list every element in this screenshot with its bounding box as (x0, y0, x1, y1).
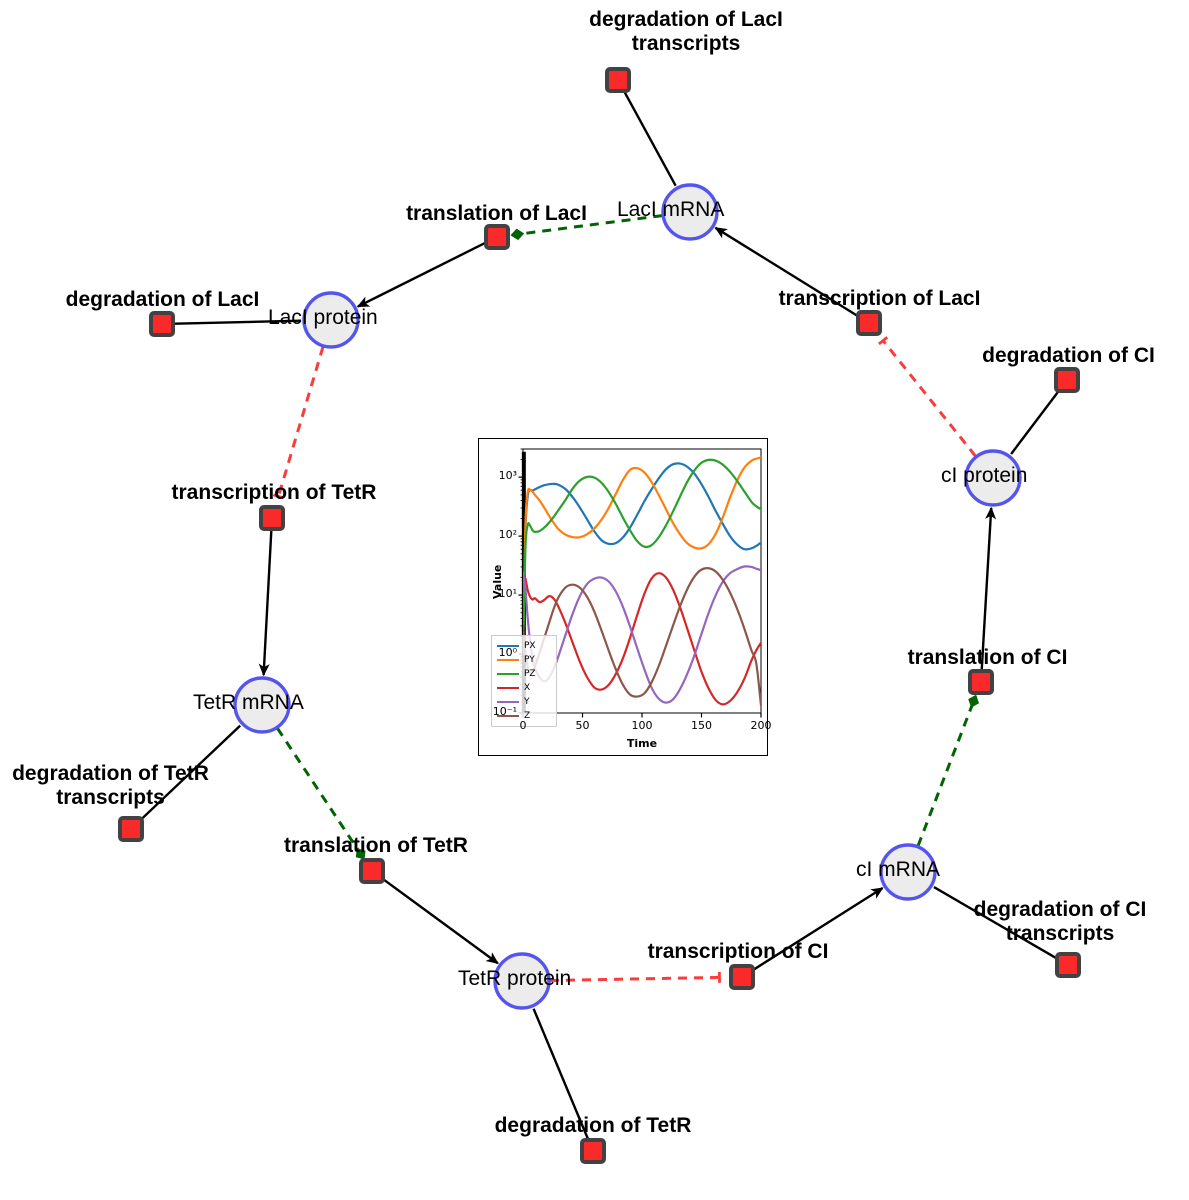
species-label-tetr_protein: TetR protein (458, 967, 572, 990)
reaction-label-deg_tetr_tx: degradation of TetR transcripts (12, 762, 209, 809)
legend-label-PY: PY (524, 655, 535, 665)
chart-series-PY (523, 456, 761, 656)
chart-series-PX (523, 462, 761, 656)
species-label-laci_protein: LacI protein (268, 306, 378, 329)
chart-y-tick: 10³ (498, 469, 517, 483)
reaction-node-deg_tetr_tx[interactable] (118, 816, 144, 842)
reaction-node-deg_ci_tx[interactable] (1055, 952, 1081, 978)
species-label-ci_mrna: cI mRNA (856, 858, 940, 881)
chart-x-tick: 150 (691, 719, 712, 732)
chart-legend: PX PY PZ X Y Z (491, 635, 557, 727)
edge-activation (916, 694, 980, 847)
legend-swatch-PX (497, 645, 519, 647)
edge-substrate (623, 90, 677, 187)
edge-product (258, 530, 273, 677)
chart-x-tick: 50 (575, 719, 590, 732)
node-layer (118, 67, 1081, 1164)
edge-layer (139, 90, 1061, 1140)
species-node-ci_mrna[interactable] (879, 843, 937, 901)
chart-series-X (523, 572, 761, 706)
species-label-ci_protein: cI protein (941, 464, 1028, 487)
edge-inhibition (878, 336, 977, 458)
legend-label-PX: PX (524, 641, 536, 651)
reaction-node-tln_ci[interactable] (968, 669, 994, 695)
reaction-label-deg_laci: degradation of LacI (65, 288, 260, 311)
legend-entry-X: X (494, 681, 554, 695)
legend-entry-PX: PX (494, 639, 554, 653)
edge-product (714, 226, 859, 318)
species-node-laci_protein[interactable] (302, 291, 360, 349)
chart-y-tick: 10¹ (498, 587, 517, 601)
chart-plot-area (518, 448, 762, 718)
legend-swatch-X (497, 687, 519, 689)
timecourse-inset-plot: Value Time PX PY PZ X Y Z 10⁻¹ 10⁰ 10¹ 10² 10³ 0 50… (478, 438, 772, 756)
reaction-node-deg_tetr[interactable] (580, 1138, 606, 1164)
reaction-label-tx_ci: transcription of CI (647, 940, 829, 963)
reaction-label-deg_ci: degradation of CI (982, 344, 1155, 367)
edge-substrate (174, 319, 302, 325)
legend-entry-PY: PY (494, 653, 554, 667)
reaction-node-tx_tetr[interactable] (259, 505, 285, 531)
edge-substrate (532, 1008, 590, 1140)
chart-series-PZ (523, 458, 761, 656)
legend-swatch-Y (497, 701, 519, 703)
species-label-tetr_mrna: TetR mRNA (193, 691, 304, 714)
reaction-label-tx_laci: transcription of LacI (778, 287, 981, 310)
edge-activation (276, 727, 366, 860)
legend-label-X: X (524, 683, 531, 693)
reaction-label-deg_ci_tx: degradation of CI transcripts (973, 898, 1147, 945)
chart-x-tick: 0 (519, 719, 527, 732)
legend-entry-Z: Z (494, 709, 554, 723)
reaction-label-tln_tetr: translation of TetR (284, 834, 468, 857)
species-node-tetr_mrna[interactable] (233, 676, 291, 734)
edge-substrate (1010, 389, 1061, 455)
edge-product (752, 887, 884, 972)
legend-label-Y: Y (524, 697, 530, 707)
legend-label-Z: Z (524, 711, 531, 721)
reaction-label-tln_laci: translation of LacI (406, 202, 587, 225)
reaction-node-tx_ci[interactable] (729, 964, 755, 990)
reaction-node-deg_laci_tx[interactable] (605, 67, 631, 93)
reaction-node-deg_ci[interactable] (1054, 367, 1080, 393)
species-node-laci_mrna[interactable] (661, 183, 719, 241)
edge-substrate (139, 724, 242, 821)
reaction-node-tx_laci[interactable] (856, 310, 882, 336)
species-label-laci_mrna: LacI mRNA (617, 198, 725, 221)
reaction-node-tln_laci[interactable] (484, 224, 510, 250)
chart-y-tick: 10⁰ (498, 646, 517, 660)
edge-inhibition (549, 971, 721, 983)
chart-x-tick: 200 (750, 719, 772, 732)
reaction-label-tx_tetr: transcription of TetR (171, 481, 377, 504)
edge-product (356, 241, 486, 308)
legend-swatch-PY (497, 659, 519, 661)
chart-y-tick: 10⁻¹ (492, 705, 517, 718)
reaction-node-deg_laci[interactable] (149, 311, 175, 337)
legend-entry-PZ: PZ (494, 667, 554, 681)
species-node-ci_protein[interactable] (964, 449, 1022, 507)
chart-y-tick: 10² (498, 528, 517, 542)
reaction-label-tln_ci: translation of CI (907, 646, 1068, 669)
edge-inhibition (272, 346, 325, 500)
reaction-node-tln_tetr[interactable] (359, 858, 385, 884)
edge-product (980, 506, 997, 670)
legend-label-PZ: PZ (524, 669, 536, 679)
chart-x-tick: 100 (631, 719, 653, 732)
reaction-label-deg_laci_tx: degradation of LacI transcripts (589, 8, 783, 55)
legend-entry-Y: Y (494, 695, 554, 709)
edge-product (381, 877, 499, 965)
species-node-tetr_protein[interactable] (493, 952, 551, 1010)
legend-swatch-PZ (497, 673, 519, 675)
edge-substrate (933, 886, 1058, 960)
chart-x-axis-label: Time (626, 737, 658, 750)
reaction-label-deg_tetr: degradation of TetR (494, 1114, 692, 1137)
legend-swatch-Z (497, 715, 519, 717)
